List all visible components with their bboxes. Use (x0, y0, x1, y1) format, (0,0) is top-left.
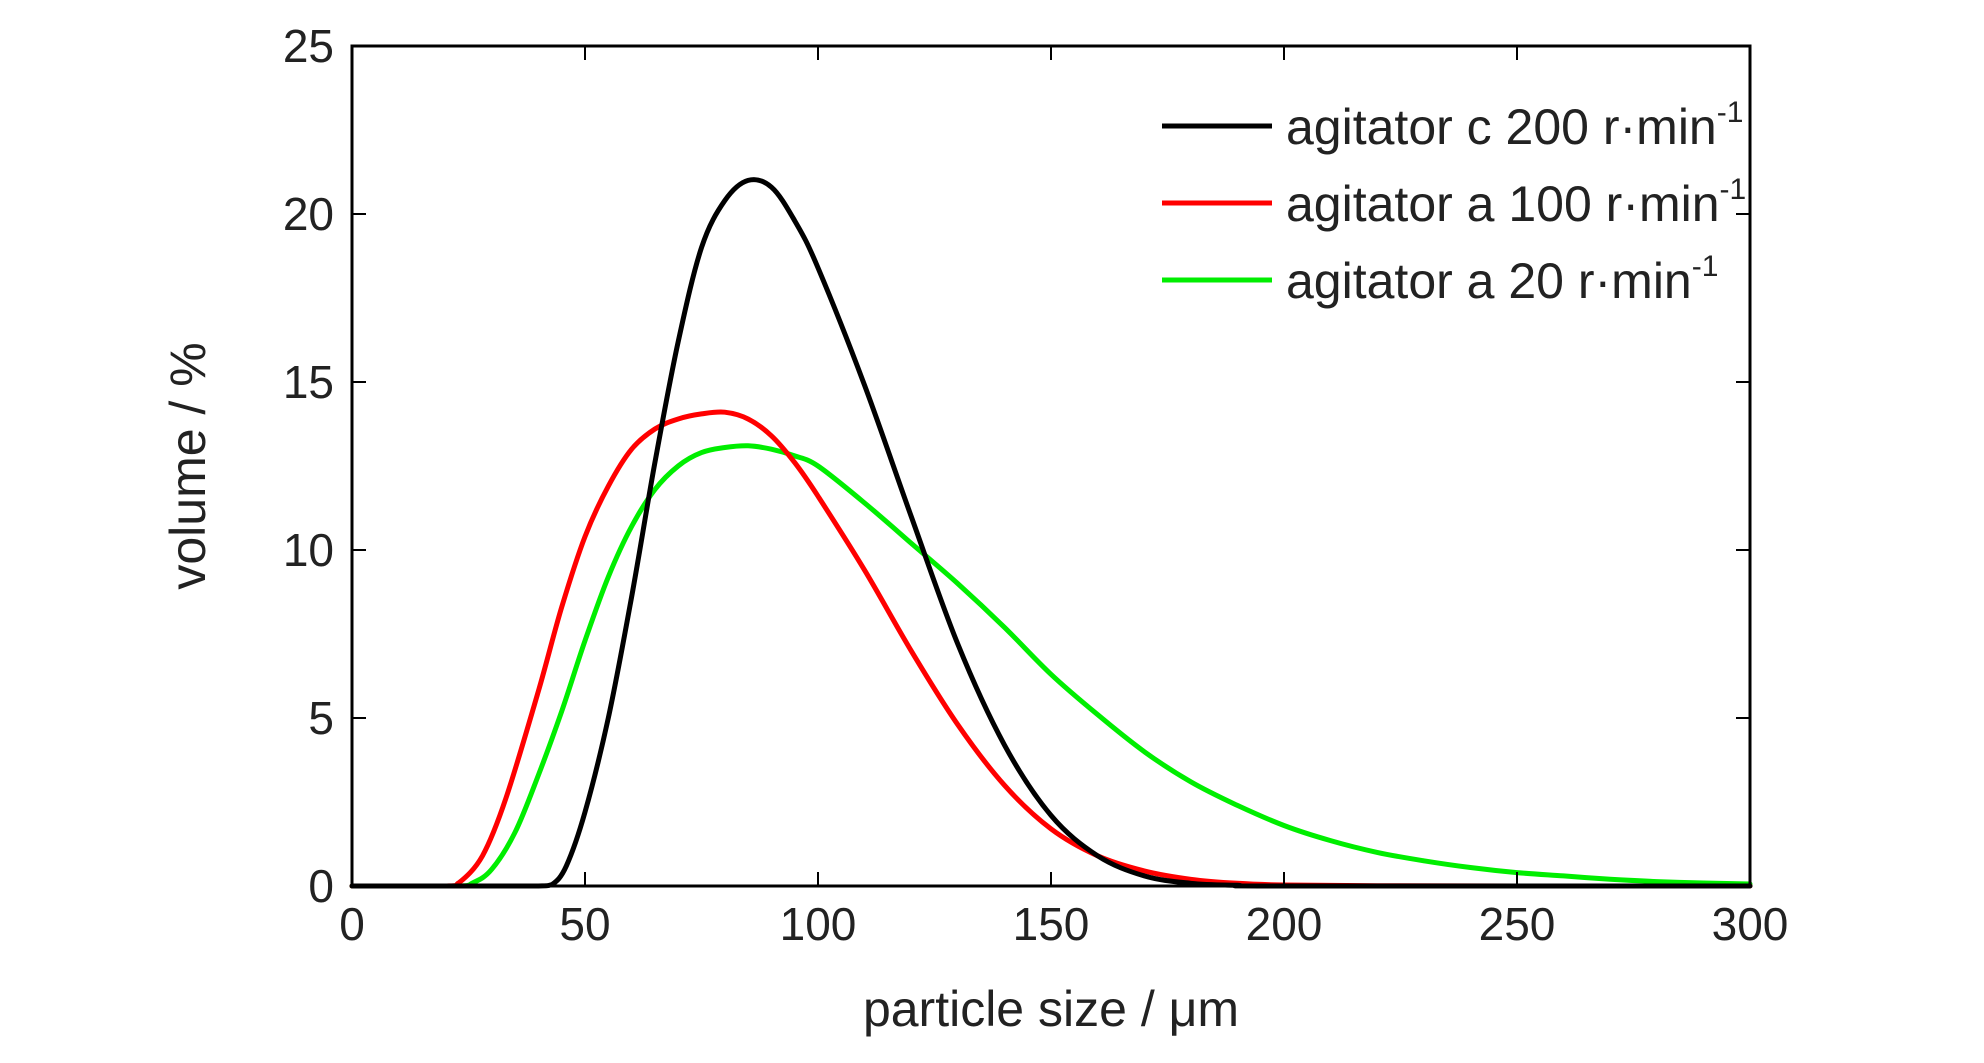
x-axis-title: particle size / μm (863, 981, 1239, 1037)
x-tick-label: 250 (1479, 898, 1556, 950)
legend-superscript-1: -1 (1720, 173, 1747, 206)
series-line-2 (349, 443, 1753, 889)
y-tick-label: 10 (283, 524, 334, 576)
x-tick-label: 0 (339, 898, 365, 950)
series-line-0 (349, 177, 1753, 889)
x-tick-label: 200 (1246, 898, 1323, 950)
x-tick-label: 100 (780, 898, 857, 950)
legend-label-0: agitator c 200 r·min-1 (1286, 96, 1743, 155)
ticks-layer: 0 50 100 150 200 250 300 0 5 10 15 20 25 (283, 20, 1789, 950)
series-layer (349, 177, 1753, 889)
legend-superscript-2: -1 (1692, 250, 1719, 283)
legend-superscript-0: -1 (1717, 96, 1744, 129)
legend-label-1: agitator a 100 r·min-1 (1286, 173, 1746, 232)
plot-frame (350, 44, 1752, 888)
x-tick-label: 150 (1013, 898, 1090, 950)
legend-label-2: agitator a 20 r·min-1 (1286, 250, 1718, 309)
y-axis-title: volume / % (160, 342, 216, 589)
legend: agitator c 200 r·min-1 agitator a 100 r·m… (1162, 96, 1746, 309)
x-tick-label: 50 (559, 898, 610, 950)
y-tick-label: 0 (308, 860, 334, 912)
y-tick-label: 25 (283, 20, 334, 72)
y-tick-label: 20 (283, 188, 334, 240)
y-tick-label: 15 (283, 356, 334, 408)
y-tick-label: 5 (308, 692, 334, 744)
x-tick-label: 300 (1712, 898, 1789, 950)
